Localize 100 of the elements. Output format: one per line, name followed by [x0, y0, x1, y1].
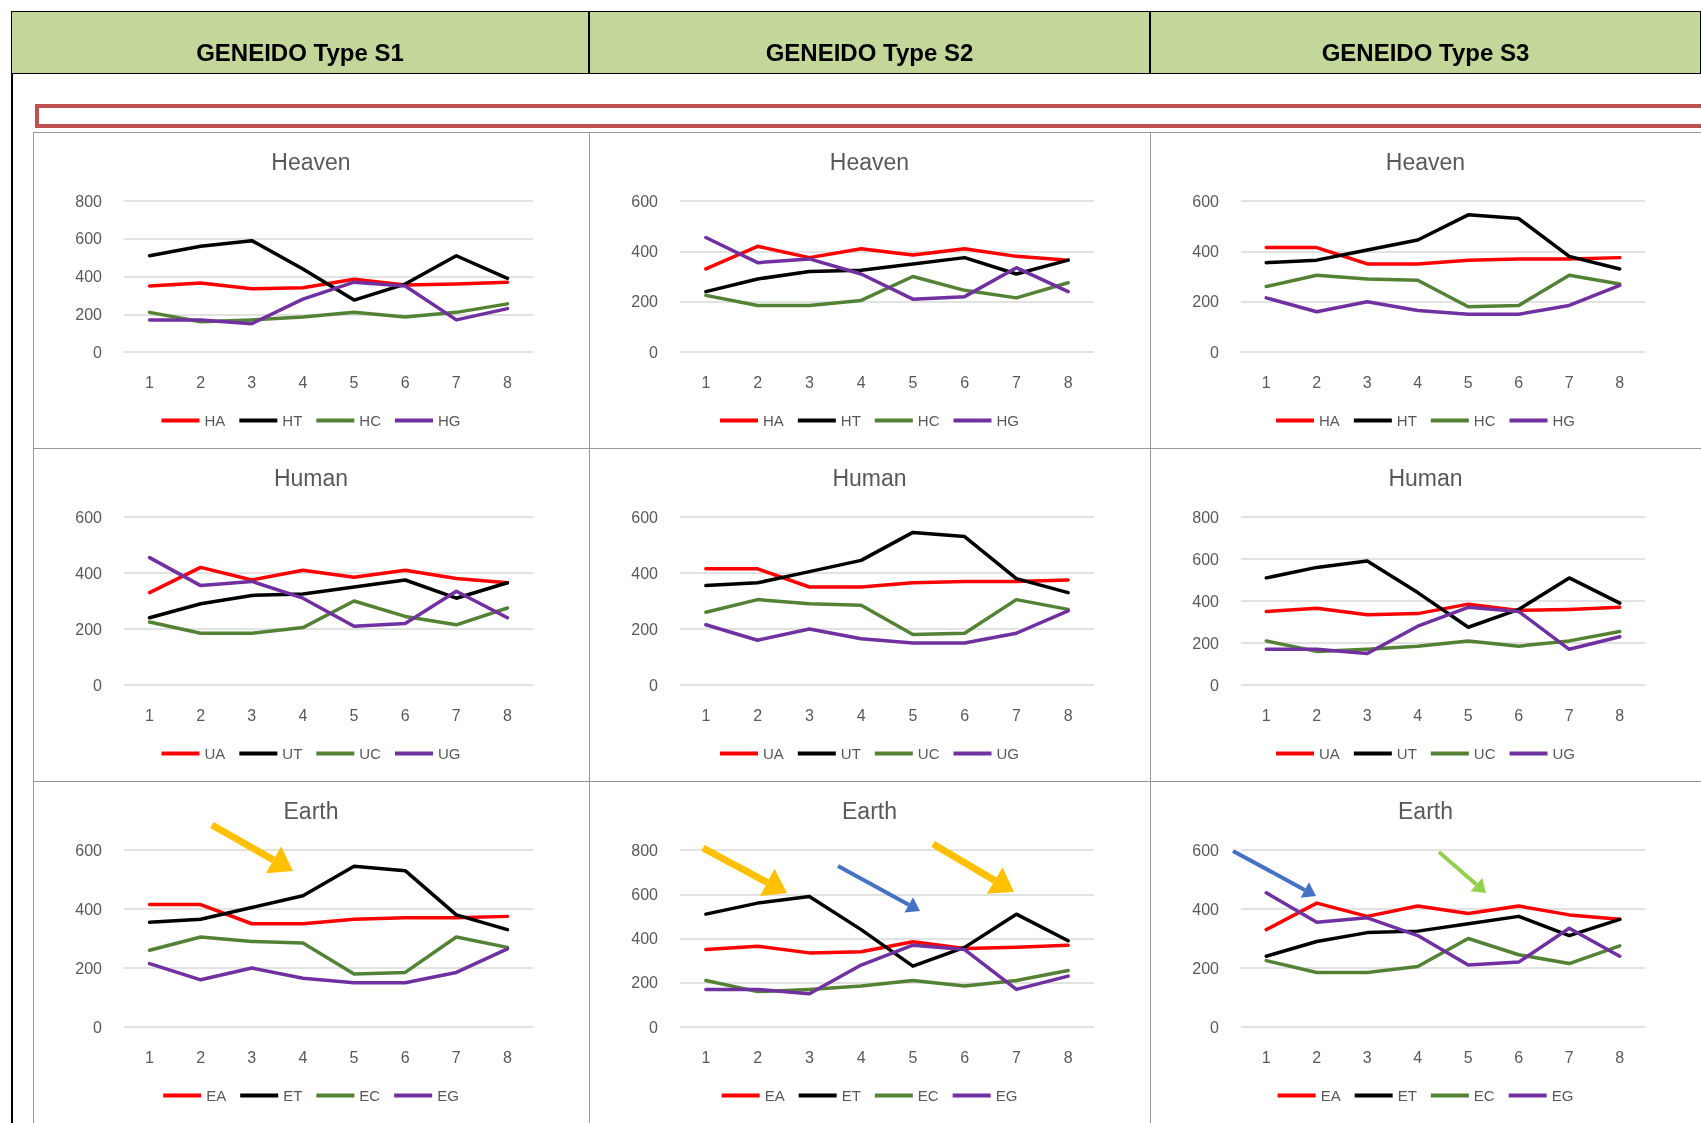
x-tick-label: 3 [804, 706, 814, 724]
legend-label: EG [995, 1087, 1018, 1104]
legend-label: UC [359, 745, 382, 762]
x-tick-label: 5 [908, 1048, 918, 1066]
line-series [704, 943, 1070, 996]
legend-label: EG [1551, 1087, 1574, 1104]
x-tick-label: 2 [1312, 373, 1322, 391]
y-tick-label: 200 [1192, 959, 1220, 977]
y-tick-label: 600 [75, 508, 103, 526]
x-tick-label: 4 [1413, 373, 1423, 391]
x-tick-label: 5 [349, 1048, 359, 1066]
line-series [1264, 283, 1622, 316]
y-tick-label: 0 [93, 1018, 103, 1036]
y-tick-label: 400 [1192, 592, 1220, 610]
line-series [704, 530, 1070, 595]
line-series [704, 940, 1070, 955]
y-tick-label: 200 [631, 293, 659, 311]
line-series [147, 555, 510, 628]
legend-label: HG [438, 412, 461, 429]
y-tick-label: 0 [93, 343, 103, 361]
y-tick-label: 0 [1210, 676, 1220, 694]
legend-label: UG [438, 745, 461, 762]
y-tick-label: 400 [75, 564, 103, 582]
y-tick-label: 600 [1192, 550, 1220, 568]
line-series [1264, 245, 1622, 266]
line-series [704, 255, 1070, 294]
legend-label: EC [1473, 1087, 1495, 1104]
x-tick-label: 4 [298, 706, 308, 724]
x-tick-label: 1 [701, 1048, 711, 1066]
legend-label: HA [763, 412, 784, 429]
line-series [704, 235, 1070, 301]
x-tick-label: 5 [1463, 373, 1473, 391]
y-tick-label: 600 [631, 508, 659, 526]
line-series [1264, 273, 1622, 309]
legend-label: EA [764, 1087, 785, 1104]
x-tick-label: 1 [145, 373, 155, 391]
x-tick-label: 6 [1514, 1048, 1524, 1066]
legend-label: HC [917, 412, 940, 429]
x-tick-label: 6 [400, 373, 410, 391]
y-tick-label: 600 [75, 230, 103, 248]
line-series [1264, 914, 1622, 958]
chart-title: Heaven [271, 148, 351, 175]
chart-title: Earth [1398, 797, 1453, 824]
y-tick-label: 0 [649, 676, 659, 694]
x-tick-label: 1 [701, 373, 711, 391]
line-series [704, 244, 1070, 271]
y-tick-label: 400 [631, 564, 659, 582]
legend-label: UT [282, 745, 303, 762]
legend-label: EC [359, 1087, 381, 1104]
line-series [1264, 936, 1622, 975]
x-tick-label: 6 [1514, 706, 1524, 724]
legend-label: ET [841, 1087, 861, 1104]
legend-label: HC [1473, 412, 1496, 429]
line-series [704, 597, 1070, 637]
y-tick-label: 800 [75, 192, 103, 210]
x-tick-label: 5 [908, 706, 918, 724]
legend-label: HA [204, 412, 226, 429]
chart-title: Human [1388, 464, 1463, 491]
x-tick-label: 6 [1514, 373, 1524, 391]
line-series [1264, 559, 1622, 629]
x-tick-label: 4 [856, 373, 866, 391]
x-tick-label: 5 [349, 373, 359, 391]
y-tick-label: 0 [93, 676, 103, 694]
x-tick-label: 3 [247, 373, 257, 391]
legend-label: EA [1320, 1087, 1341, 1104]
y-tick-label: 400 [631, 930, 659, 947]
legend-label: UG [1552, 745, 1575, 762]
x-tick-label: 4 [1413, 1048, 1423, 1066]
x-tick-label: 7 [451, 1048, 461, 1066]
y-tick-label: 400 [75, 268, 103, 285]
x-tick-label: 7 [451, 706, 461, 724]
x-tick-label: 1 [1261, 706, 1271, 724]
x-tick-label: 7 [451, 373, 461, 391]
line-series [1264, 891, 1622, 967]
x-tick-label: 8 [1063, 1048, 1073, 1066]
y-tick-label: 200 [631, 620, 659, 638]
legend-label: HT [1396, 412, 1417, 429]
x-tick-label: 3 [1362, 706, 1372, 724]
x-tick-label: 4 [856, 1048, 866, 1066]
x-tick-label: 4 [856, 706, 866, 724]
x-tick-label: 6 [960, 373, 970, 391]
y-tick-label: 600 [75, 841, 103, 859]
x-tick-label: 6 [400, 1048, 410, 1066]
x-tick-label: 2 [196, 1048, 206, 1066]
x-tick-label: 2 [196, 706, 206, 724]
line-series [147, 238, 510, 302]
line-series [704, 894, 1070, 968]
x-tick-label: 5 [908, 373, 918, 391]
y-tick-label: 200 [75, 620, 103, 638]
y-tick-label: 0 [1210, 1018, 1220, 1036]
legend-label: EA [206, 1087, 227, 1104]
legend-label: UA [763, 745, 784, 762]
legend-label: EC [917, 1087, 939, 1104]
y-tick-label: 200 [75, 959, 103, 977]
x-tick-label: 5 [349, 706, 359, 724]
y-tick-label: 200 [631, 974, 659, 992]
legend-label: EG [437, 1087, 459, 1104]
legend-label: HG [1552, 412, 1575, 429]
legend-label: HG [996, 412, 1019, 429]
line-series [147, 947, 510, 985]
